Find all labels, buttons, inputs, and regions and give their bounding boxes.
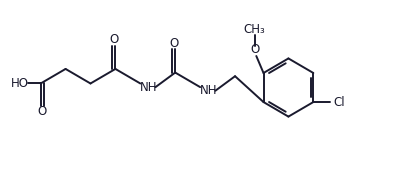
Text: O: O (38, 105, 47, 118)
Text: NH: NH (200, 84, 218, 97)
Text: HO: HO (11, 77, 29, 90)
Text: Cl: Cl (333, 96, 345, 109)
Text: O: O (169, 37, 178, 50)
Text: O: O (109, 33, 119, 46)
Text: CH₃: CH₃ (244, 23, 265, 36)
Text: O: O (250, 43, 259, 56)
Text: NH: NH (140, 81, 158, 94)
